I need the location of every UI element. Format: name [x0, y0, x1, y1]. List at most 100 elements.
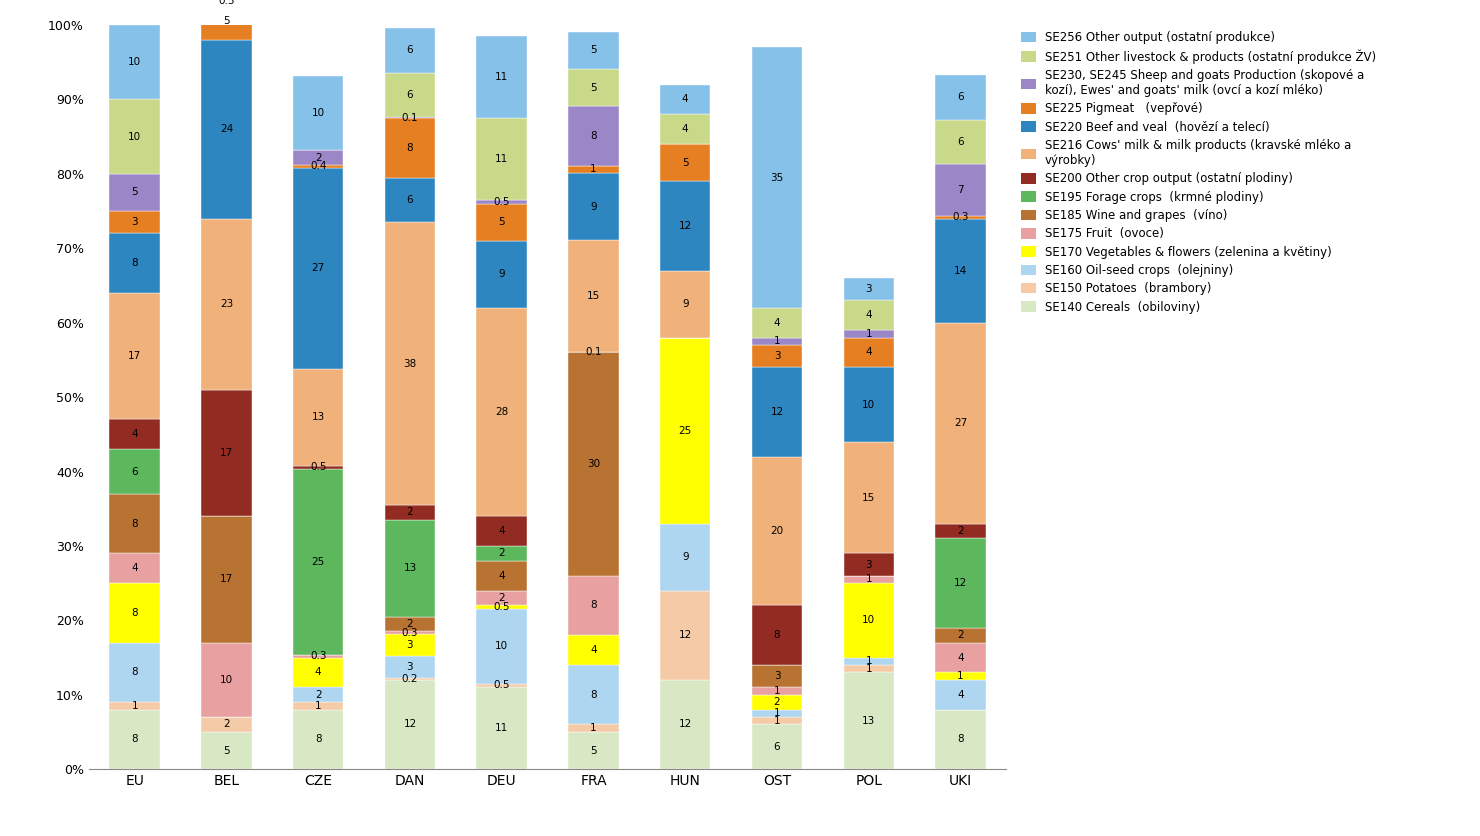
Text: 3: 3 [407, 640, 413, 650]
Bar [385, 680, 435, 769]
Text: 3: 3 [866, 559, 872, 569]
Bar [844, 657, 894, 665]
Text: 0.1: 0.1 [585, 347, 602, 357]
Text: 0.2: 0.2 [401, 674, 419, 684]
Bar [660, 181, 710, 271]
Bar [385, 222, 435, 505]
Bar [568, 576, 619, 635]
Text: 15: 15 [588, 291, 599, 301]
Bar [568, 240, 619, 352]
Bar [110, 25, 160, 99]
Text: 8: 8 [407, 143, 413, 153]
Bar [293, 150, 343, 165]
Text: 8: 8 [315, 734, 321, 744]
Bar [844, 278, 894, 300]
Text: 20: 20 [771, 526, 783, 536]
Text: 4: 4 [866, 310, 872, 320]
Bar [935, 672, 986, 680]
Text: 2: 2 [499, 548, 505, 558]
Text: 12: 12 [955, 579, 966, 588]
Bar [660, 680, 710, 769]
Bar [293, 369, 343, 466]
Bar [385, 73, 435, 117]
Text: 2: 2 [223, 720, 229, 730]
Bar [385, 634, 435, 656]
Text: 10: 10 [863, 400, 875, 410]
Text: 1: 1 [866, 656, 872, 666]
Text: 0.3: 0.3 [309, 651, 327, 661]
Text: 28: 28 [496, 407, 508, 417]
Bar [660, 271, 710, 338]
Legend: SE256 Other output (ostatní produkce), SE251 Other livestock & products (ostatní: SE256 Other output (ostatní produkce), S… [1021, 31, 1376, 314]
Text: 0.5: 0.5 [493, 681, 511, 691]
Text: 6: 6 [407, 195, 413, 205]
Bar [844, 338, 894, 367]
Text: 0.5: 0.5 [309, 462, 327, 472]
Bar [935, 538, 986, 628]
Text: 12: 12 [679, 221, 691, 231]
Bar [935, 323, 986, 523]
Bar [660, 523, 710, 590]
Text: 9: 9 [591, 201, 596, 212]
Bar [201, 0, 252, 3]
Bar [385, 617, 435, 631]
Text: 8: 8 [132, 258, 138, 268]
Text: 1: 1 [315, 701, 321, 711]
Text: 5: 5 [499, 217, 505, 227]
Text: 30: 30 [588, 459, 599, 469]
Text: 2: 2 [499, 593, 505, 603]
Text: 0.5: 0.5 [493, 602, 511, 612]
Text: 3: 3 [774, 671, 780, 681]
Bar [844, 576, 894, 584]
Bar [935, 710, 986, 769]
Bar [752, 605, 802, 665]
Text: 8: 8 [774, 630, 780, 640]
Text: 5: 5 [132, 187, 138, 197]
Bar [752, 725, 802, 769]
Text: 13: 13 [404, 563, 416, 573]
Bar [477, 546, 527, 561]
Bar [568, 69, 619, 106]
Text: 0.3: 0.3 [952, 212, 969, 222]
Bar [110, 449, 160, 494]
Text: 1: 1 [866, 574, 872, 584]
Text: 8: 8 [132, 734, 138, 744]
Bar [568, 732, 619, 769]
Text: 24: 24 [221, 125, 232, 135]
Bar [568, 106, 619, 166]
Bar [752, 456, 802, 605]
Bar [477, 36, 527, 118]
Bar [110, 553, 160, 584]
Bar [293, 655, 343, 658]
Text: 6: 6 [407, 90, 413, 100]
Bar [110, 233, 160, 293]
Bar [935, 523, 986, 538]
Bar [568, 665, 619, 725]
Text: 4: 4 [774, 318, 780, 328]
Text: 2: 2 [315, 690, 321, 700]
Bar [477, 590, 527, 605]
Text: 5: 5 [223, 17, 229, 27]
Text: 4: 4 [315, 667, 321, 677]
Bar [844, 367, 894, 441]
Bar [935, 164, 986, 217]
Bar [293, 710, 343, 769]
Text: 14: 14 [955, 266, 966, 276]
Text: 12: 12 [771, 407, 783, 417]
Text: 5: 5 [223, 746, 229, 756]
Bar [752, 717, 802, 725]
Bar [385, 505, 435, 520]
Text: 6: 6 [958, 137, 963, 147]
Text: 0.5: 0.5 [218, 0, 235, 6]
Bar [844, 441, 894, 553]
Bar [110, 212, 160, 233]
Text: 13: 13 [863, 716, 875, 726]
Text: 11: 11 [496, 723, 508, 733]
Text: 9: 9 [499, 269, 505, 279]
Bar [385, 631, 435, 634]
Text: 8: 8 [591, 131, 596, 141]
Bar [568, 353, 619, 576]
Text: 4: 4 [958, 690, 963, 700]
Bar [844, 553, 894, 576]
Text: 5: 5 [591, 746, 596, 756]
